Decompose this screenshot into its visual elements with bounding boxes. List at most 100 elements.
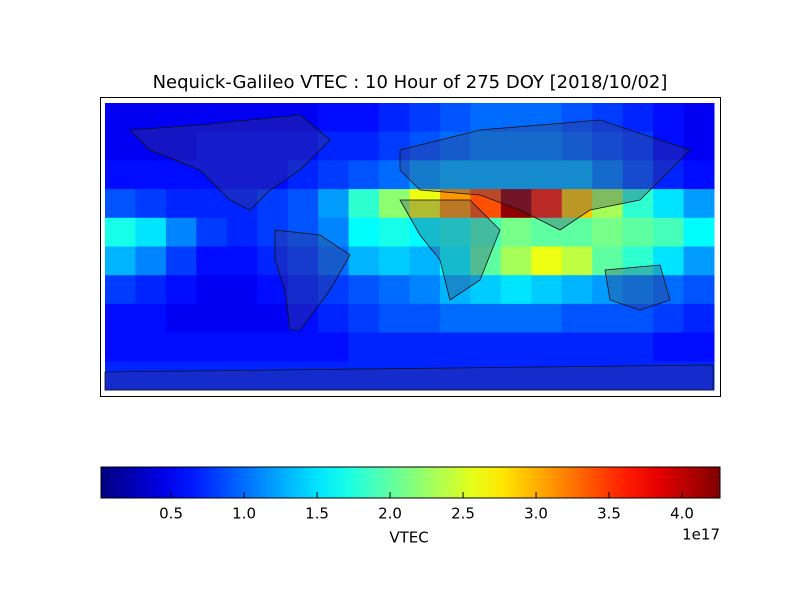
colorbar-tick-label: 3.0 — [524, 505, 548, 523]
vtec-cell — [531, 131, 563, 161]
vtec-cell — [318, 361, 350, 391]
vtec-cell — [531, 303, 563, 334]
vtec-cell — [105, 160, 136, 190]
vtec-cell — [470, 303, 502, 334]
vtec-cell — [135, 275, 167, 305]
vtec-cell — [561, 217, 593, 247]
vtec-cell — [439, 131, 471, 161]
vtec-cell — [196, 217, 228, 247]
vtec-cell — [135, 361, 167, 391]
vtec-cell — [653, 160, 685, 190]
vtec-cell — [561, 303, 593, 334]
vtec-cell — [531, 160, 563, 190]
vtec-cell — [592, 246, 624, 276]
vtec-cell — [470, 246, 502, 276]
vtec-cell — [165, 332, 197, 362]
vtec-cell — [622, 103, 654, 133]
vtec-cell — [105, 361, 136, 391]
colorbar-tick-label: 0.5 — [159, 505, 183, 523]
vtec-cell — [135, 303, 167, 334]
vtec-cell — [196, 189, 228, 219]
vtec-cell — [409, 103, 441, 133]
vtec-cell — [683, 131, 715, 161]
vtec-cell — [196, 131, 228, 161]
vtec-cell — [105, 131, 136, 161]
vtec-cell — [226, 131, 258, 161]
vtec-cell — [348, 131, 380, 161]
vtec-cell — [165, 131, 197, 161]
vtec-cell — [409, 332, 441, 362]
vtec-cell — [622, 246, 654, 276]
vtec-cell — [531, 275, 563, 305]
vtec-cell — [287, 217, 319, 247]
vtec-cell — [409, 361, 441, 391]
vtec-cell — [257, 160, 289, 190]
vtec-cell — [531, 103, 563, 133]
vtec-cell — [135, 217, 167, 247]
vtec-cell — [470, 217, 502, 247]
colorbar-tick-label: 1.5 — [305, 505, 329, 523]
vtec-cell — [653, 361, 685, 391]
vtec-cell — [105, 103, 136, 133]
map-frame — [100, 97, 721, 397]
vtec-cell — [105, 275, 136, 305]
vtec-cell — [409, 303, 441, 334]
vtec-cell — [683, 275, 715, 305]
vtec-cell — [226, 303, 258, 334]
vtec-cell — [348, 275, 380, 305]
vtec-cell — [622, 275, 654, 305]
vtec-cell — [683, 189, 715, 219]
vtec-cell — [470, 361, 502, 391]
vtec-cell — [196, 361, 228, 391]
vtec-cell — [135, 332, 167, 362]
vtec-cell — [439, 332, 471, 362]
vtec-cell — [257, 361, 289, 391]
vtec-cell — [379, 131, 410, 161]
vtec-cell — [257, 217, 289, 247]
vtec-cell — [287, 303, 319, 334]
vtec-cell — [165, 246, 197, 276]
vtec-cell — [348, 189, 380, 219]
vtec-cell — [592, 160, 624, 190]
vtec-cell — [500, 160, 532, 190]
vtec-cell — [470, 103, 502, 133]
vtec-cell — [135, 103, 167, 133]
vtec-cell — [500, 275, 532, 305]
colorbar-ticks: 0.5 1.0 1.5 2.0 2.5 3.0 3.5 4.0 — [159, 492, 694, 523]
vtec-cell — [196, 275, 228, 305]
vtec-cell — [165, 217, 197, 247]
vtec-cell — [683, 160, 715, 190]
vtec-cell — [135, 246, 167, 276]
land — [399, 199, 501, 301]
vtec-cell — [439, 246, 471, 276]
vtec-cell — [379, 275, 410, 305]
vtec-cell — [348, 160, 380, 190]
vtec-cell — [439, 217, 471, 247]
vtec-cell — [196, 332, 228, 362]
vtec-cell — [318, 103, 350, 133]
vtec-cell — [409, 275, 441, 305]
vtec-cell — [226, 189, 258, 219]
vtec-cell — [379, 103, 410, 133]
vtec-cell — [470, 131, 502, 161]
vtec-cell — [561, 246, 593, 276]
vtec-cell — [592, 332, 624, 362]
vtec-cell — [287, 332, 319, 362]
vtec-cell — [439, 160, 471, 190]
vtec-cell — [105, 189, 136, 219]
vtec-cell — [409, 189, 441, 219]
vtec-cell — [409, 246, 441, 276]
vtec-cell — [470, 189, 502, 219]
vtec-cell — [653, 332, 685, 362]
vtec-cell — [226, 160, 258, 190]
vtec-cell — [622, 217, 654, 247]
vtec-cell — [257, 189, 289, 219]
vtec-cell — [592, 131, 624, 161]
colorbar-tick-label: 3.5 — [597, 505, 621, 523]
vtec-cell — [653, 246, 685, 276]
vtec-cell — [165, 160, 197, 190]
vtec-cell — [439, 361, 471, 391]
vtec-cell — [196, 303, 228, 334]
vtec-cell — [105, 332, 136, 362]
